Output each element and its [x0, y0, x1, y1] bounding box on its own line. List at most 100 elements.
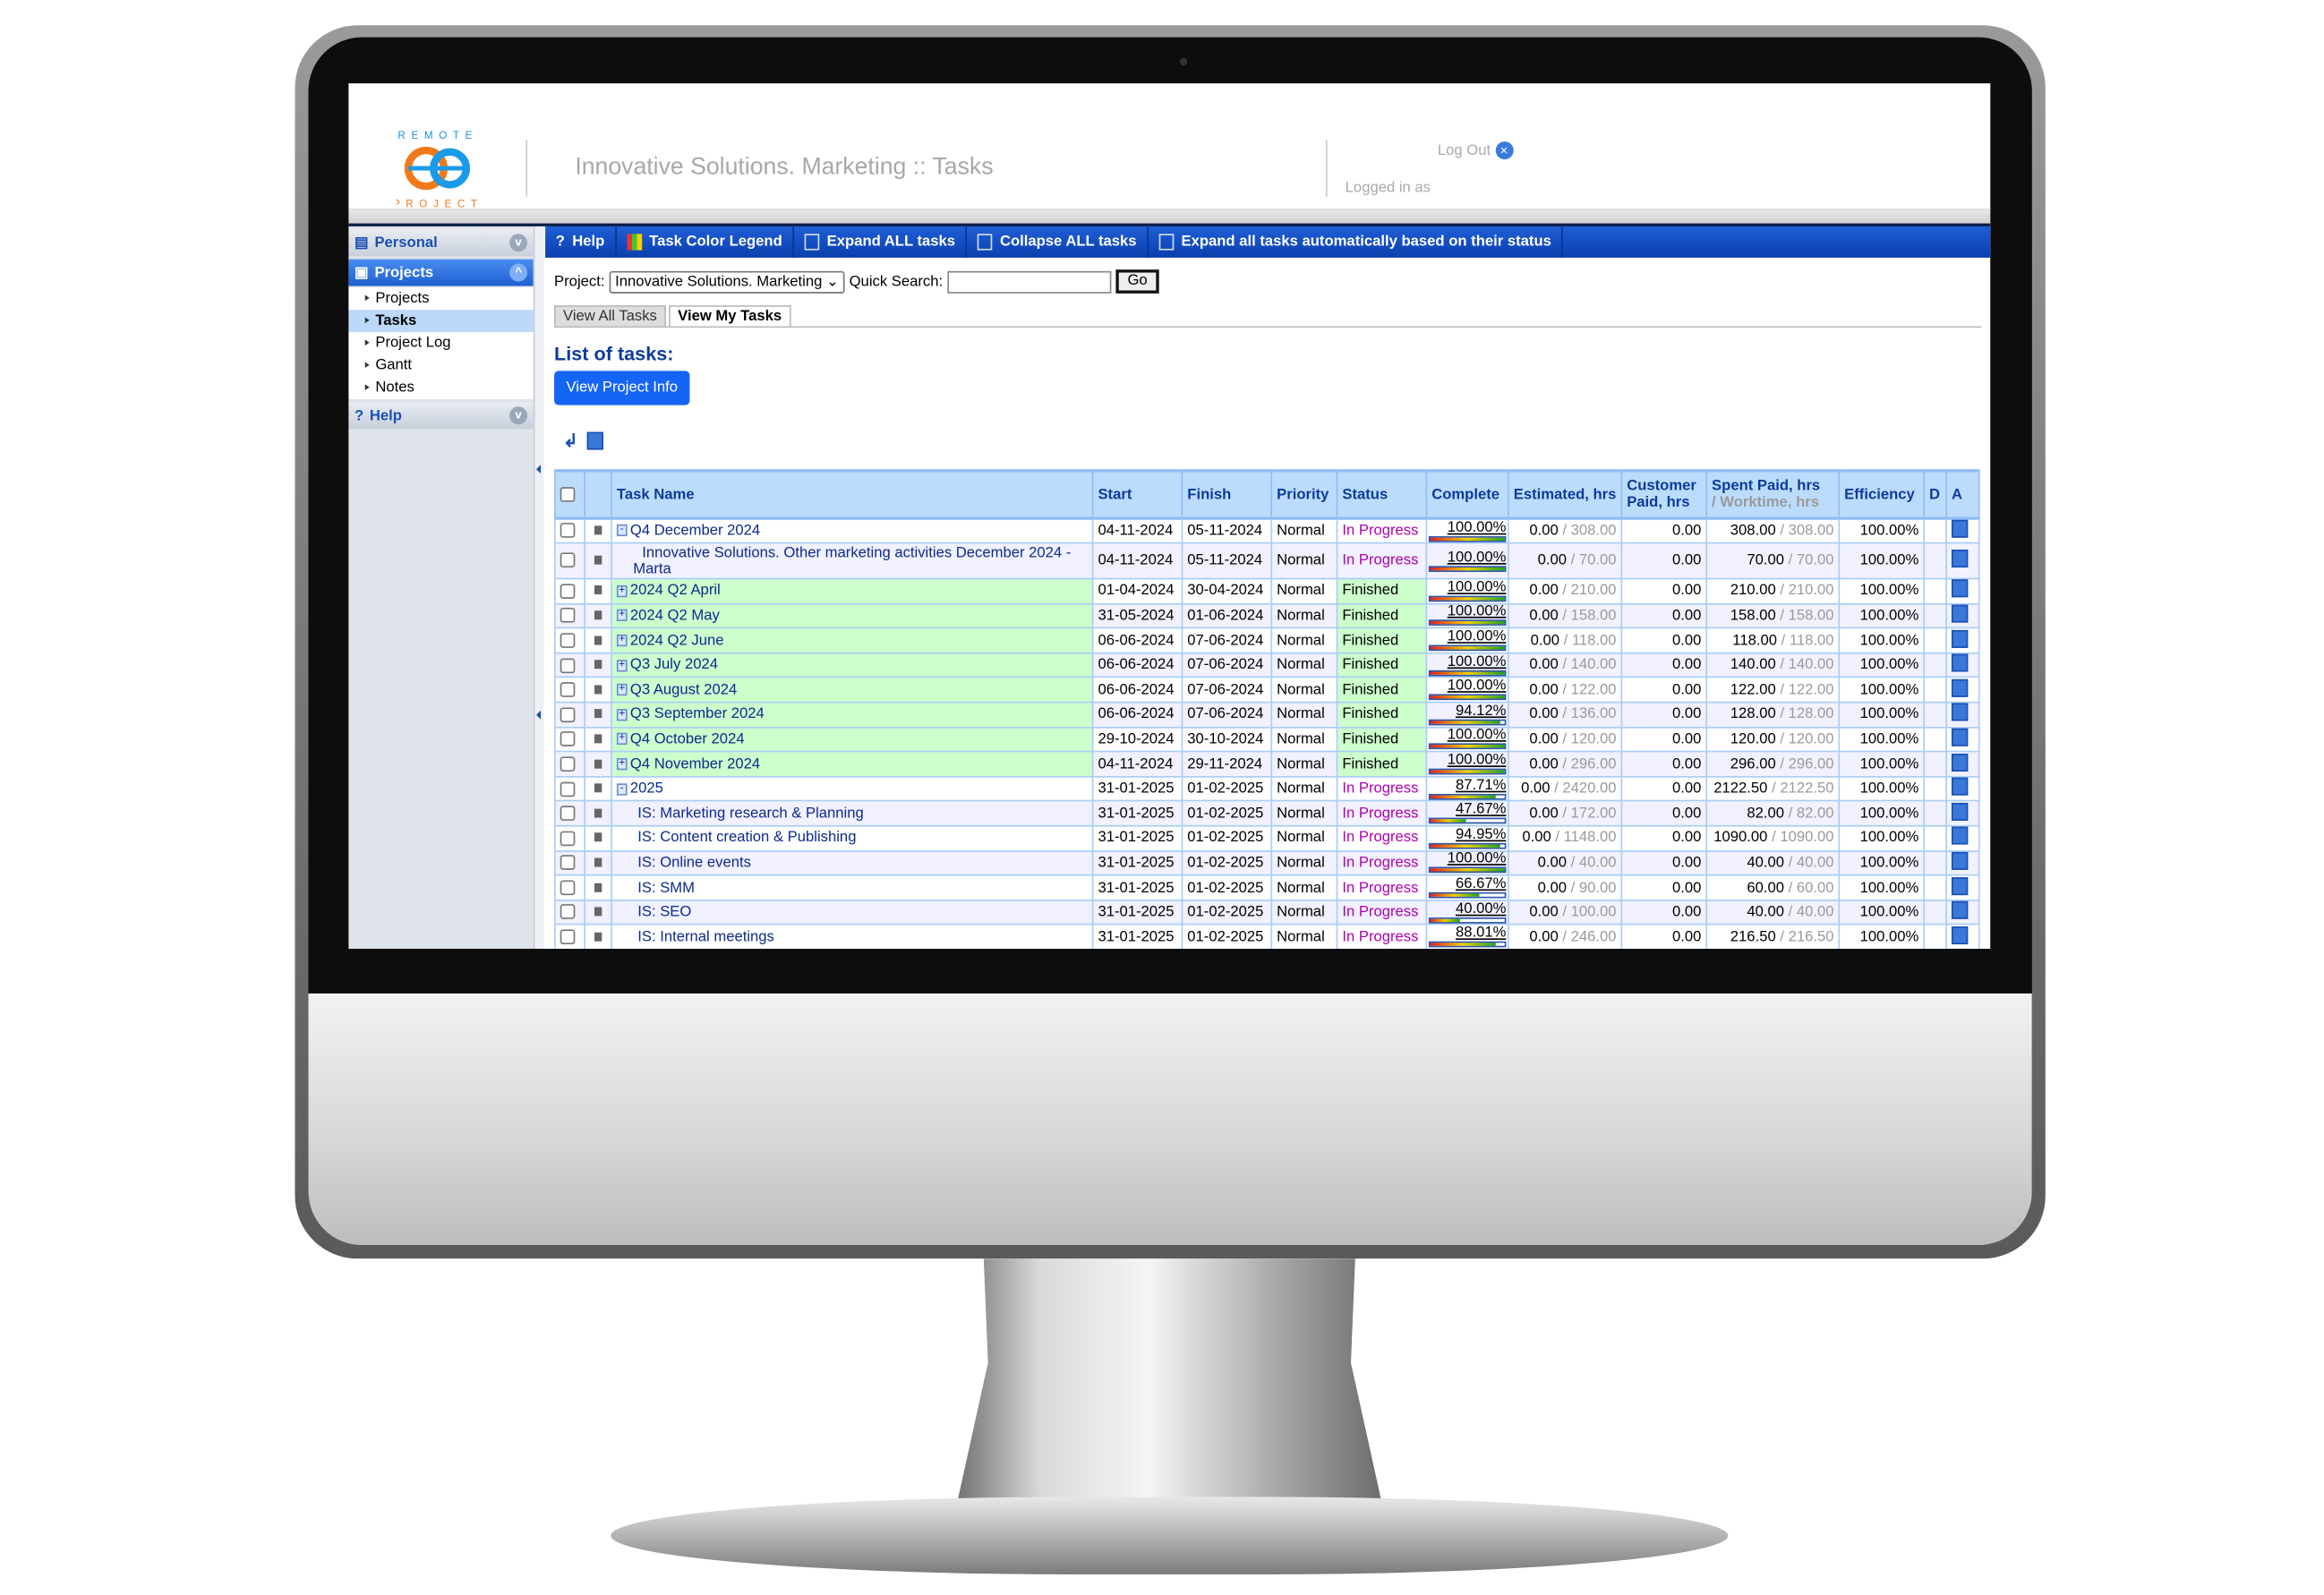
task-name-link[interactable]: Q4 December 2024: [629, 523, 761, 540]
collapse-toggle-icon[interactable]: -: [616, 525, 628, 537]
help-button[interactable]: ? Help: [545, 226, 617, 258]
tab-view-all-tasks[interactable]: View All Tasks: [554, 305, 666, 327]
task-name-link[interactable]: IS: SEO: [637, 904, 692, 921]
tab-view-my-tasks[interactable]: View My Tasks: [669, 305, 791, 327]
row-checkbox[interactable]: [560, 880, 576, 895]
table-row[interactable]: IS: SMM 31-01-2025 01-02-2025 Normal In …: [554, 874, 1980, 901]
sidebar-section-personal[interactable]: ▤ Personal v: [348, 229, 534, 257]
sidebar-section-projects[interactable]: ▣ Projects ^: [348, 259, 534, 286]
task-name-link[interactable]: Q3 July 2024: [629, 657, 718, 674]
collapse-arrow-icon[interactable]: [536, 465, 542, 474]
table-row[interactable]: + Q3 July 2024 06-06-2024 07-06-2024 Norm…: [554, 652, 1980, 678]
row-checkbox[interactable]: [560, 806, 576, 822]
col-complete[interactable]: Complete: [1425, 469, 1509, 520]
task-color-legend-button[interactable]: Task Color Legend: [617, 226, 795, 258]
row-checkbox-cell[interactable]: [554, 701, 585, 729]
row-checkbox[interactable]: [560, 904, 576, 920]
row-checkbox-cell[interactable]: [554, 652, 585, 678]
table-row[interactable]: + Q3 August 2024 06-06-2024 07-06-2024 No…: [554, 677, 1980, 704]
edit-task-icon[interactable]: [1951, 629, 1969, 648]
edit-task-icon[interactable]: [1951, 753, 1969, 772]
table-row[interactable]: IS: Online events 31-01-2025 01-02-2025 …: [554, 849, 1980, 876]
sidebar-item-notes[interactable]: Notes: [348, 377, 533, 399]
col-priority[interactable]: Priority: [1270, 469, 1338, 520]
collapse-toggle-icon[interactable]: -: [616, 782, 628, 795]
edit-task-icon[interactable]: [1951, 604, 1969, 623]
table-row[interactable]: - Q4 December 2024 04-11-2024 05-11-2024 …: [554, 517, 1980, 544]
edit-task-icon[interactable]: [1951, 519, 1969, 538]
expand-toggle-icon[interactable]: +: [616, 659, 628, 671]
col-finish[interactable]: Finish: [1181, 469, 1273, 520]
row-checkbox-cell[interactable]: [554, 899, 585, 926]
row-checkbox-cell[interactable]: [554, 824, 585, 852]
table-row[interactable]: + Q4 October 2024 29-10-2024 30-10-2024 N…: [554, 726, 1980, 753]
table-row[interactable]: -2025 31-01-2025 01-02-2025 Normal In Pr…: [554, 775, 1980, 802]
row-checkbox-cell[interactable]: [554, 775, 585, 802]
expand-toggle-icon[interactable]: +: [616, 634, 628, 647]
logout-link[interactable]: Log Out ×: [1438, 141, 1514, 160]
table-row[interactable]: Innovative Solutions. Other marketing ac…: [554, 542, 1980, 580]
sidebar-item-project-log[interactable]: Project Log: [348, 332, 533, 354]
row-checkbox[interactable]: [560, 553, 576, 568]
table-row[interactable]: + Q3 September 2024 06-06-2024 07-06-2024…: [554, 701, 1980, 729]
collapse-all-button[interactable]: Collapse ALL tasks: [967, 226, 1149, 258]
sidebar-item-tasks[interactable]: Tasks: [348, 310, 534, 333]
expand-toggle-icon[interactable]: +: [616, 708, 628, 721]
sidebar-item-gantt[interactable]: Gantt: [348, 354, 533, 377]
row-checkbox-cell[interactable]: [554, 542, 585, 580]
table-row[interactable]: IS: SEO 31-01-2025 01-02-2025 Normal In …: [554, 899, 1980, 926]
task-name-link[interactable]: Innovative Solutions. Other marketing ac…: [633, 544, 1072, 577]
table-row[interactable]: +2024 Q2 May 31-05-2024 01-06-2024 Norma…: [554, 602, 1980, 629]
row-checkbox[interactable]: [560, 608, 576, 624]
row-checkbox[interactable]: [560, 706, 576, 722]
row-checkbox[interactable]: [560, 855, 576, 871]
project-select[interactable]: Innovative Solutions. Marketing ⌄: [609, 270, 845, 293]
task-name-link[interactable]: IS: SMM: [637, 879, 696, 896]
col-task-name[interactable]: Task Name: [611, 469, 1094, 520]
view-project-info-button[interactable]: View Project Info: [554, 371, 690, 405]
table-row[interactable]: +2024 Q2 April 01-04-2024 30-04-2024 Nor…: [554, 577, 1980, 605]
row-checkbox-cell[interactable]: [554, 677, 585, 704]
expand-all-button[interactable]: Expand ALL tasks: [794, 226, 968, 258]
auto-expand-button[interactable]: Expand all tasks automatically based on …: [1149, 226, 1564, 258]
quick-search-input[interactable]: [947, 270, 1112, 293]
col-customer-paid[interactable]: Customer Paid, hrs: [1620, 469, 1708, 520]
edit-task-icon[interactable]: [1951, 653, 1969, 672]
select-all-checkbox[interactable]: [560, 486, 576, 502]
edit-task-icon[interactable]: [1951, 678, 1969, 697]
table-row[interactable]: +2024 Q2 June 06-06-2024 07-06-2024 Norm…: [554, 627, 1980, 654]
row-checkbox[interactable]: [560, 831, 576, 846]
row-checkbox-cell[interactable]: [554, 577, 585, 605]
expand-toggle-icon[interactable]: +: [616, 684, 628, 696]
table-row[interactable]: IS: Marketing research & Planning 31-01-…: [554, 800, 1980, 827]
task-name-link[interactable]: IS: Online events: [637, 855, 751, 872]
row-checkbox-cell[interactable]: [554, 800, 585, 827]
row-checkbox-cell[interactable]: [554, 627, 585, 654]
edit-task-icon[interactable]: [1951, 550, 1969, 568]
edit-task-icon[interactable]: [1951, 900, 1969, 919]
row-checkbox-cell[interactable]: [554, 726, 585, 753]
task-name-link[interactable]: Q4 November 2024: [629, 755, 761, 772]
select-all-checkbox-cell[interactable]: [554, 469, 585, 520]
row-checkbox[interactable]: [560, 682, 576, 698]
table-row[interactable]: IS: Content creation & Publishing 31-01-…: [554, 824, 1980, 852]
task-name-link[interactable]: IS: Internal meetings: [637, 928, 774, 946]
task-name-link[interactable]: IS: Content creation & Publishing: [637, 830, 857, 847]
col-estimated[interactable]: Estimated, hrs: [1508, 469, 1623, 520]
row-checkbox-cell[interactable]: [554, 874, 585, 901]
sidebar-section-help[interactable]: ? Help v: [348, 402, 534, 430]
row-checkbox-cell[interactable]: [554, 924, 585, 950]
row-checkbox[interactable]: [560, 657, 576, 673]
task-name-link[interactable]: 2024 Q2 June: [629, 632, 724, 649]
expand-toggle-icon[interactable]: +: [616, 584, 628, 597]
row-checkbox-cell[interactable]: [554, 602, 585, 629]
expand-toggle-icon[interactable]: +: [616, 610, 628, 622]
col-status[interactable]: Status: [1336, 469, 1428, 520]
row-checkbox[interactable]: [560, 633, 576, 648]
col-start[interactable]: Start: [1091, 469, 1183, 520]
edit-task-icon[interactable]: [1951, 802, 1969, 821]
table-row[interactable]: + Q4 November 2024 04-11-2024 29-11-2024 …: [554, 751, 1980, 778]
edit-task-icon[interactable]: [1951, 777, 1969, 796]
sidebar-item-projects[interactable]: Projects: [348, 287, 533, 310]
edit-task-icon[interactable]: [1951, 579, 1969, 598]
